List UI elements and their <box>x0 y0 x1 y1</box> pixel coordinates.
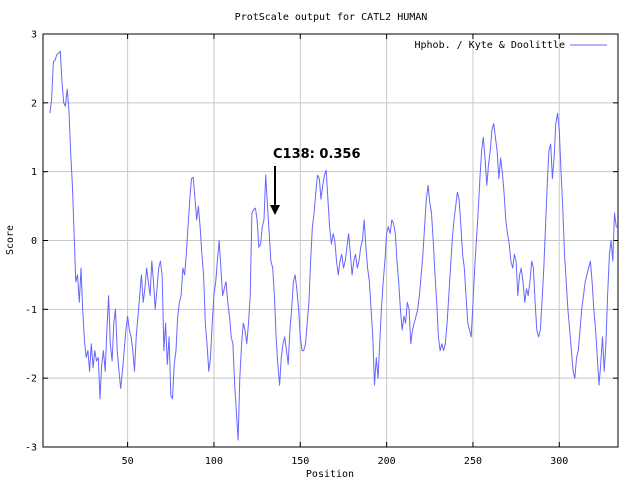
y-tick-label: 1 <box>31 167 37 178</box>
y-tick-label: 0 <box>31 236 37 247</box>
legend-entry-label: Hphob. / Kyte & Doolittle <box>414 40 565 51</box>
x-tick-label: 100 <box>205 456 223 467</box>
x-tick-label: 250 <box>464 456 482 467</box>
series-lines <box>49 50 619 441</box>
y-axis-ticks: -3 -2 -1 0 1 2 3 <box>25 30 618 454</box>
y-tick-label: -2 <box>25 374 37 385</box>
x-tick-label: 50 <box>122 456 134 467</box>
x-axis-label: Position <box>306 469 354 480</box>
x-axis-ticks: 50 100 150 200 250 300 <box>122 34 568 467</box>
annotation-arrow-head <box>270 205 280 215</box>
chart-title: ProtScale output for CATL2 HUMAN <box>235 12 428 23</box>
x-tick-label: 150 <box>291 456 309 467</box>
y-tick-label: -3 <box>25 443 37 454</box>
y-tick-label: -1 <box>25 305 37 316</box>
y-axis-label: Score <box>5 225 16 255</box>
y-tick-label: 2 <box>31 98 37 109</box>
legend: Hphob. / Kyte & Doolittle <box>414 40 607 51</box>
series-line-hydrophobicity <box>49 50 619 441</box>
x-tick-label: 300 <box>550 456 568 467</box>
annotation-label: C138: 0.356 <box>273 147 361 162</box>
annotation: C138: 0.356 <box>270 147 361 215</box>
grid-lines <box>43 34 618 447</box>
x-tick-label: 200 <box>378 456 396 467</box>
y-tick-label: 3 <box>31 30 37 41</box>
